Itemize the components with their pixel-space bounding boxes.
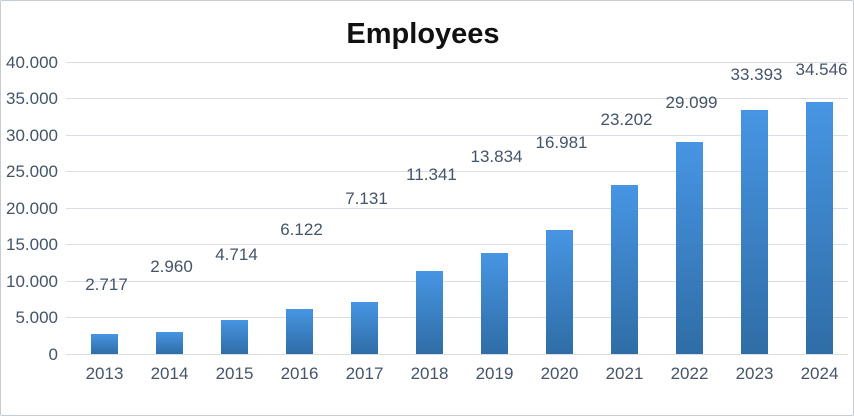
gridline	[66, 207, 848, 209]
data-label-2020: 16.981	[535, 133, 588, 152]
y-axis-tick-label: 20.000	[6, 198, 58, 218]
x-axis-tick-label-2023: 2023	[735, 363, 774, 383]
bar-2023[interactable]	[741, 110, 768, 354]
y-axis-tick-label: 10.000	[6, 271, 58, 291]
gridline	[66, 280, 848, 282]
bar-2013[interactable]	[91, 334, 118, 354]
y-axis-tick-label: 40.000	[6, 52, 58, 72]
gridline	[66, 317, 848, 318]
x-axis-tick-label-2020: 2020	[540, 363, 579, 383]
x-axis-tick-label-2021: 2021	[605, 363, 644, 383]
bar-2015[interactable]	[221, 319, 248, 354]
x-axis-tick-label-2022: 2022	[670, 363, 709, 383]
y-axis-tick-label: 0	[48, 344, 58, 364]
data-label-2019: 13.834	[470, 147, 523, 166]
x-axis-tick-label-2015: 2015	[215, 363, 254, 383]
data-label-2015: 4.714	[215, 245, 258, 264]
gridline	[66, 244, 848, 245]
data-label-2013: 2.717	[85, 275, 128, 294]
y-axis-tick-label: 30.000	[6, 125, 58, 145]
bar-2014[interactable]	[156, 332, 183, 354]
x-axis-tick-label-2014: 2014	[150, 363, 189, 383]
data-label-2022: 29.099	[665, 93, 718, 112]
bar-2022[interactable]	[676, 141, 703, 354]
gridline	[66, 61, 848, 63]
data-label-2016: 6.122	[280, 220, 323, 239]
data-label-2017: 7.131	[345, 189, 388, 208]
bar-2017[interactable]	[351, 301, 378, 354]
y-axis-tick-label: 25.000	[6, 162, 58, 181]
gridline	[66, 353, 848, 355]
bar-2016[interactable]	[286, 309, 313, 354]
gridline	[66, 171, 848, 172]
x-axis-tick-label-2018: 2018	[410, 363, 449, 383]
y-axis-tick-label: 15.000	[6, 235, 58, 254]
y-axis-tick-label: 5.000	[15, 308, 58, 327]
data-label-2023: 33.393	[730, 65, 783, 84]
bar-2024[interactable]	[806, 101, 833, 354]
data-label-2018: 11.341	[406, 165, 457, 184]
x-axis-tick-label-2017: 2017	[345, 363, 384, 383]
bar-2021[interactable]	[611, 184, 638, 354]
x-axis-tick-label-2013: 2013	[85, 363, 124, 383]
bar-2020[interactable]	[546, 230, 573, 354]
y-axis-tick-label: 35.000	[6, 89, 58, 108]
bar-2018[interactable]	[416, 271, 443, 354]
gridline	[66, 134, 848, 136]
x-axis-tick-label-2016: 2016	[280, 363, 319, 383]
data-label-2024: 34.546	[795, 60, 848, 79]
bar-2019[interactable]	[481, 253, 508, 354]
x-axis-tick-label-2024: 2024	[800, 363, 839, 383]
gridline	[66, 98, 848, 99]
data-label-2021: 23.202	[600, 110, 653, 129]
x-axis-tick-label-2019: 2019	[475, 363, 514, 383]
chart-title: Employees	[334, 18, 512, 55]
data-label-2014: 2.960	[150, 257, 193, 276]
